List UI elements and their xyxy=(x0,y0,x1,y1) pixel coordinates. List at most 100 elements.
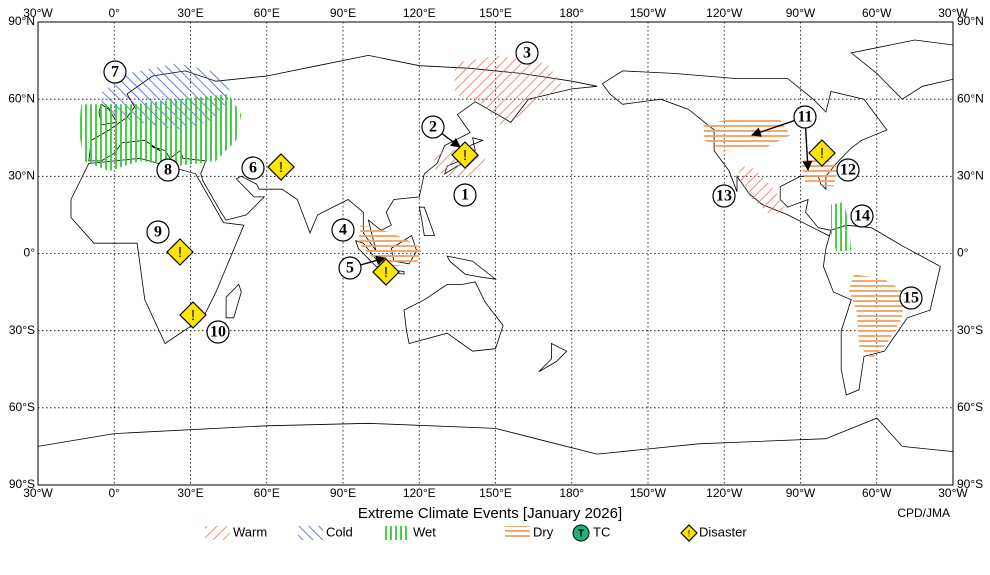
longitude-label: 30°W xyxy=(23,486,53,500)
latitude-label: 30°N xyxy=(957,169,984,183)
latitude-label: 0° xyxy=(24,246,36,260)
dry-swatch xyxy=(505,526,530,540)
disaster-mark: ! xyxy=(279,160,283,176)
landmass xyxy=(850,39,953,100)
latitude-label: 60°N xyxy=(8,91,35,105)
event-number: 2 xyxy=(429,119,437,136)
event-number: 3 xyxy=(523,45,531,62)
event-circle xyxy=(338,256,362,280)
event-circle xyxy=(331,218,355,242)
longitude-label: 0° xyxy=(109,486,121,500)
event-circle xyxy=(421,115,445,139)
event-circle xyxy=(836,158,860,182)
legend-label: TC xyxy=(593,524,610,539)
event-circle xyxy=(103,60,127,84)
latitude-label: 90°S xyxy=(957,477,983,491)
event-circle xyxy=(241,156,265,180)
landmass xyxy=(403,281,504,352)
longitude-label: 120°E xyxy=(403,6,436,20)
disaster-diamond xyxy=(808,139,836,167)
warm-region xyxy=(737,166,786,215)
legend-label: Cold xyxy=(326,524,353,539)
dry-region xyxy=(358,225,422,267)
latitude-label: 90°S xyxy=(9,477,35,491)
event-number: 10 xyxy=(210,324,226,341)
longitude-label: 90°E xyxy=(330,486,356,500)
event-circle xyxy=(453,183,477,207)
longitude-label: 90°W xyxy=(786,6,816,20)
event-number: 4 xyxy=(339,222,347,239)
event-circle xyxy=(515,41,539,65)
dry-region xyxy=(848,274,905,359)
cold-swatch xyxy=(298,526,323,540)
event-number: 1 xyxy=(461,187,469,204)
disaster-mark: ! xyxy=(191,308,195,324)
event-number: 8 xyxy=(164,162,172,179)
warm-swatch xyxy=(205,526,230,540)
latitude-label: 90°N xyxy=(8,14,35,28)
landmass xyxy=(538,342,568,373)
latitude-label: 90°N xyxy=(957,14,984,28)
event-number: 12 xyxy=(840,162,856,179)
longitude-label: 30°E xyxy=(177,486,203,500)
longitude-label: 150°W xyxy=(630,486,667,500)
latitude-label: 0° xyxy=(957,246,969,260)
title: Extreme Climate Events [January 2026] xyxy=(358,505,622,522)
event-number: 9 xyxy=(154,224,162,241)
longitude-label: 180° xyxy=(559,486,584,500)
legend-label: Wet xyxy=(413,524,436,539)
longitude-label: 150°E xyxy=(479,486,512,500)
event-regions xyxy=(78,55,905,359)
longitude-label: 120°E xyxy=(403,486,436,500)
longitude-label: 30°E xyxy=(177,6,203,20)
landmass xyxy=(418,206,436,236)
latitude-label: 60°S xyxy=(957,400,983,414)
disaster-mark: ! xyxy=(820,146,824,162)
wet-region xyxy=(78,94,242,172)
event-number: 14 xyxy=(854,208,870,225)
longitude-label: 180° xyxy=(559,6,584,20)
longitude-label: 60°E xyxy=(254,486,280,500)
wet-swatch xyxy=(385,526,410,540)
disaster-diamond xyxy=(166,238,194,266)
disaster-diamond xyxy=(451,141,479,169)
dry-region xyxy=(703,117,791,151)
event-circle xyxy=(899,286,923,310)
legend-label: Disaster xyxy=(699,524,747,539)
event-circle xyxy=(156,158,180,182)
disaster-diamond xyxy=(267,153,295,181)
event-number: 13 xyxy=(716,188,732,205)
landmass xyxy=(601,70,888,236)
latitude-label: 60°S xyxy=(9,400,35,414)
longitude-label: 30°W xyxy=(938,486,968,500)
longitude-label: 150°E xyxy=(479,6,512,20)
event-circle xyxy=(712,184,736,208)
latitude-label: 30°S xyxy=(9,323,35,337)
tc-symbol xyxy=(572,524,590,542)
landmass xyxy=(446,255,497,280)
longitude-label: 30°W xyxy=(938,6,968,20)
longitude-label: 60°W xyxy=(862,486,892,500)
map-frame xyxy=(37,21,954,486)
longitude-label: 150°W xyxy=(630,6,667,20)
longitude-label: 60°E xyxy=(254,6,280,20)
landmass xyxy=(225,283,242,319)
longitude-label: 120°W xyxy=(706,6,743,20)
longitude-label: 0° xyxy=(109,6,121,20)
legend: Warm Cold Wet Dry T TC! Disaster xyxy=(205,524,747,542)
event-circle xyxy=(146,220,170,244)
event-circle xyxy=(850,204,874,228)
longitude-label: 60°W xyxy=(862,6,892,20)
axis-labels: 30°W30°W0°0°30°E30°E60°E60°E90°E90°E120°… xyxy=(8,6,984,500)
legend-label: Dry xyxy=(533,524,554,539)
event-number: 6 xyxy=(249,160,257,177)
disaster-diamond xyxy=(372,258,400,286)
event-number: 11 xyxy=(797,109,812,126)
disaster-mark: ! xyxy=(384,265,388,281)
longitude-label: 90°W xyxy=(786,486,816,500)
disaster-diamond xyxy=(179,301,207,329)
tc-letter: T xyxy=(578,529,584,540)
disaster-swatch xyxy=(680,524,698,542)
event-number: 7 xyxy=(111,64,119,81)
longitude-label: 120°W xyxy=(706,486,743,500)
